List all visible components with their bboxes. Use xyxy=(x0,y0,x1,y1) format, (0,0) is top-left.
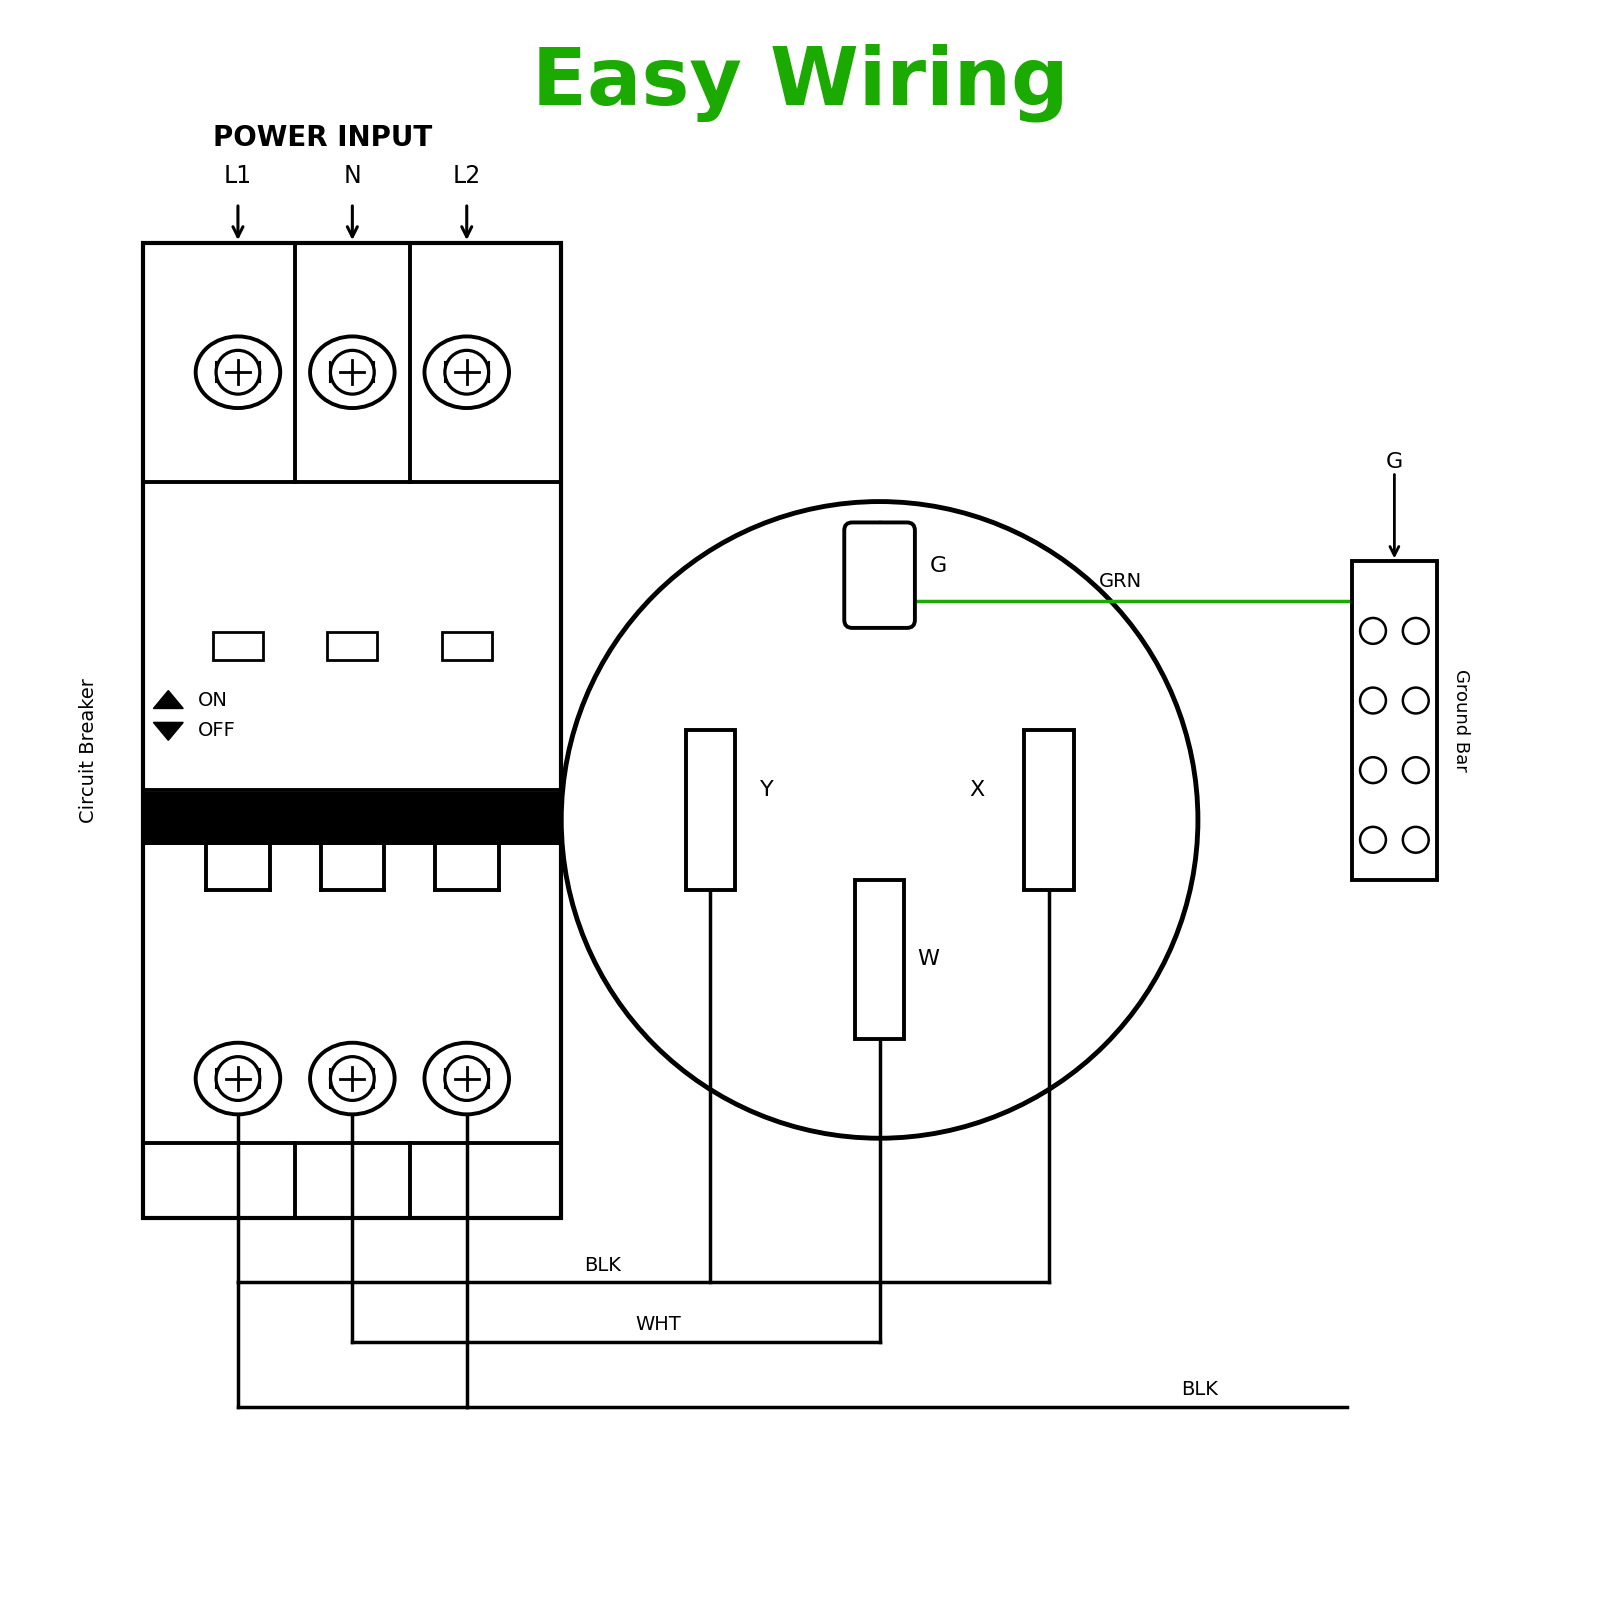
Text: BLK: BLK xyxy=(1181,1379,1218,1398)
Circle shape xyxy=(1360,757,1386,782)
Text: G: G xyxy=(930,557,947,576)
Circle shape xyxy=(562,501,1198,1138)
Bar xyxy=(854,880,904,1038)
Circle shape xyxy=(1403,757,1429,782)
Text: L1: L1 xyxy=(224,165,253,189)
Ellipse shape xyxy=(310,336,395,408)
Polygon shape xyxy=(154,723,184,741)
Text: BLK: BLK xyxy=(584,1256,621,1275)
Text: L2: L2 xyxy=(453,165,482,189)
Text: ON: ON xyxy=(198,691,229,710)
Ellipse shape xyxy=(195,336,280,408)
Ellipse shape xyxy=(424,1043,509,1114)
Text: GRN: GRN xyxy=(1099,573,1141,590)
Circle shape xyxy=(1360,688,1386,714)
Ellipse shape xyxy=(424,336,509,408)
Text: Y: Y xyxy=(760,781,774,800)
Text: G: G xyxy=(1386,451,1403,472)
Ellipse shape xyxy=(195,1043,280,1114)
Ellipse shape xyxy=(310,1043,395,1114)
Bar xyxy=(328,632,378,659)
Circle shape xyxy=(216,1056,259,1101)
Bar xyxy=(1024,730,1074,890)
Circle shape xyxy=(445,1056,488,1101)
Circle shape xyxy=(1403,688,1429,714)
Circle shape xyxy=(1360,618,1386,643)
Bar xyxy=(442,632,491,659)
Polygon shape xyxy=(154,691,184,709)
Bar xyxy=(685,730,736,890)
Text: OFF: OFF xyxy=(198,722,237,739)
Circle shape xyxy=(331,1056,374,1101)
Text: WHT: WHT xyxy=(635,1315,680,1334)
Bar xyxy=(213,632,262,659)
Text: X: X xyxy=(970,781,984,800)
Circle shape xyxy=(1403,618,1429,643)
Circle shape xyxy=(1360,827,1386,853)
Bar xyxy=(144,792,562,845)
Text: N: N xyxy=(344,165,362,189)
Circle shape xyxy=(1403,827,1429,853)
Text: POWER INPUT: POWER INPUT xyxy=(213,125,432,152)
FancyBboxPatch shape xyxy=(845,523,915,627)
Bar xyxy=(144,243,562,1218)
Text: W: W xyxy=(917,949,939,970)
Text: Easy Wiring: Easy Wiring xyxy=(531,43,1069,123)
Text: Circuit Breaker: Circuit Breaker xyxy=(80,678,98,822)
Circle shape xyxy=(445,350,488,394)
Bar xyxy=(1352,562,1437,880)
Circle shape xyxy=(216,350,259,394)
Circle shape xyxy=(331,350,374,394)
Text: Ground Bar: Ground Bar xyxy=(1451,669,1469,771)
